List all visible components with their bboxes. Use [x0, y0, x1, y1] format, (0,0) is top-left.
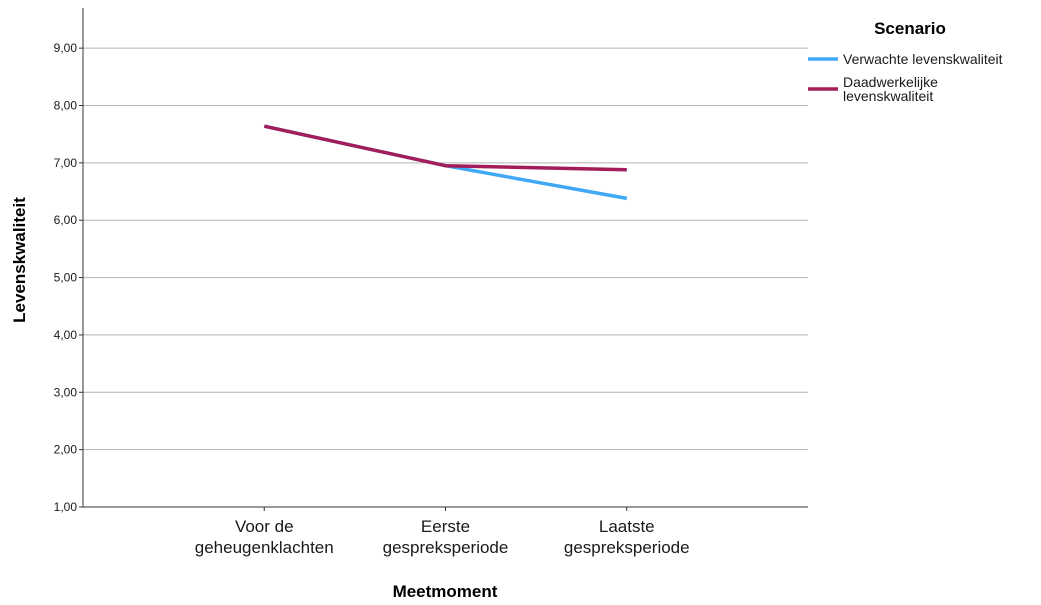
axes [82, 8, 808, 511]
gridlines [79, 47, 808, 508]
x-tick-label: Eerste gespreksperiode [383, 517, 509, 557]
y-tick-label: 6,00 [54, 213, 78, 227]
legend-title: Scenario [874, 19, 946, 38]
series-lines [263, 124, 628, 201]
legend-label: Daadwerkelijke levenskwaliteit [843, 74, 938, 104]
x-tick-label: Laatste gespreksperiode [564, 517, 690, 557]
y-tick-label: 8,00 [54, 99, 78, 113]
y-tick-label: 2,00 [54, 443, 78, 457]
y-tick-label: 5,00 [54, 271, 78, 285]
x-tick-labels: Voor de geheugenklachten Eerste gespreksper… [195, 517, 690, 557]
y-tick-label: 9,00 [54, 41, 78, 55]
y-tick-label: 4,00 [54, 328, 78, 342]
legend-label: Verwachte levenskwaliteit [843, 51, 1003, 67]
y-tick-label: 1,00 [54, 500, 78, 514]
x-tick-label: Voor de geheugenklachten [195, 517, 334, 557]
y-tick-labels: 1,00 2,00 3,00 4,00 5,00 6,00 7,00 8,00 9,00 [54, 41, 78, 514]
y-tick-label: 3,00 [54, 385, 78, 399]
x-axis-title: Meetmoment [393, 582, 498, 600]
legend: Scenario Verwachte levenskwaliteit Daadwe… [808, 19, 1003, 104]
y-axis-title: Levenskwaliteit [10, 197, 29, 323]
series-line [263, 124, 627, 172]
y-tick-label: 7,00 [54, 156, 78, 170]
